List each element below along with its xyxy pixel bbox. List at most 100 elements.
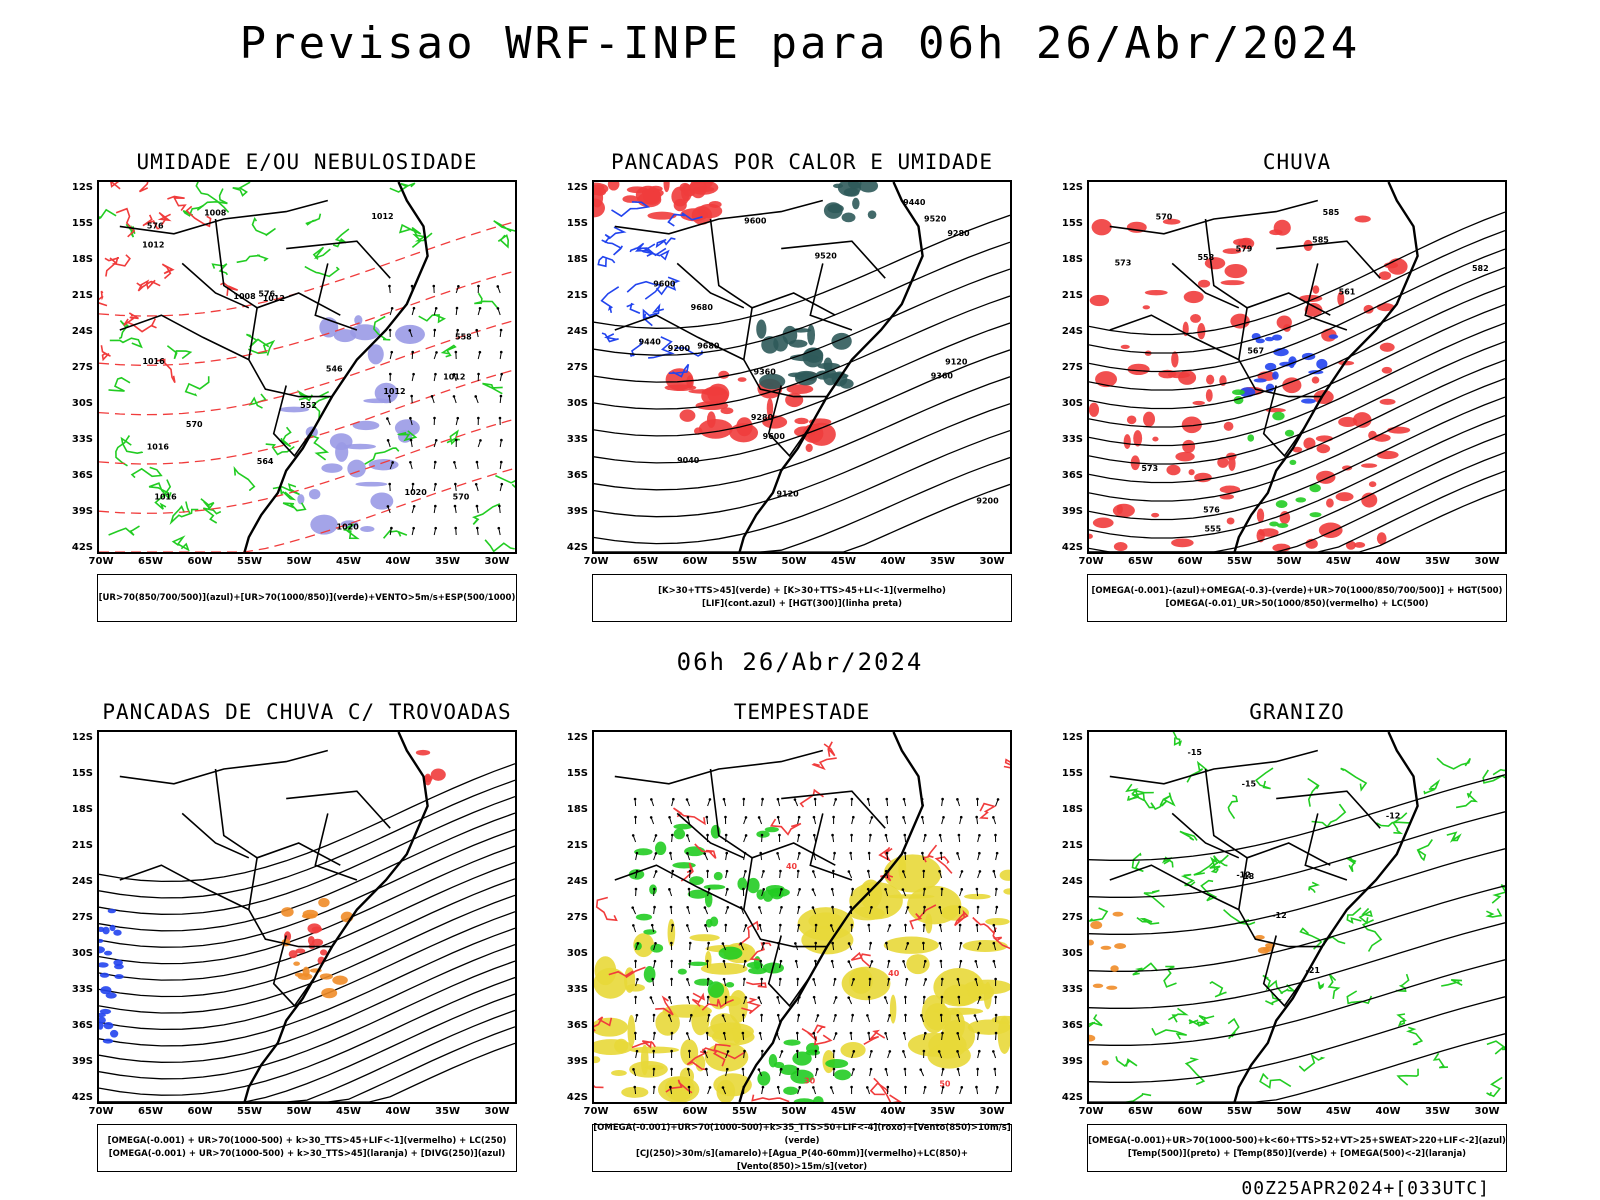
wind-vector-head	[794, 942, 797, 945]
precip-water-contour	[594, 1016, 613, 1032]
wind850-green-area	[689, 876, 704, 886]
wind-vector-head	[797, 815, 801, 819]
wind-vector-head	[887, 977, 891, 981]
hgt500-streamline	[1089, 285, 1505, 410]
hgt500-streamline	[1089, 396, 1505, 521]
jet-yellow-area	[840, 1041, 866, 1059]
country-border	[272, 385, 316, 458]
jet-yellow-area	[921, 994, 947, 1034]
wind-vector-head	[652, 1049, 656, 1053]
lat-tick-label: 21S	[566, 290, 588, 301]
wind-vector-head	[938, 869, 941, 873]
jet-yellow-area	[883, 936, 939, 954]
lon-tick-label: 50W	[1276, 556, 1302, 567]
contour-label: -15	[1242, 779, 1257, 788]
hgt500-streamline	[1089, 340, 1505, 465]
legend-tempestade: [OMEGA(-0.001)+UR>70(1000-500)+k>35_TTS>…	[592, 1123, 1012, 1172]
wind-vector-head	[922, 941, 925, 945]
wind-vector-head	[888, 1050, 892, 1053]
rh-lowlevel-contour	[120, 436, 144, 455]
hgt500-streamline	[1089, 451, 1505, 552]
rh-lowlevel-contour	[265, 443, 295, 456]
contour-label: 1012	[443, 373, 465, 382]
rh-midlevel-area	[354, 315, 363, 326]
wind850-green-area	[762, 889, 774, 902]
jet-yellow-area	[848, 967, 873, 994]
lon-tick-label: 40W	[880, 556, 906, 567]
temp850-contour	[1396, 1068, 1419, 1086]
lat-tick-label: 33S	[71, 984, 93, 995]
lon-tick-label: 60W	[682, 556, 708, 567]
wind-vector-head	[992, 941, 996, 945]
wind-vector-head	[706, 833, 709, 837]
contour-label: 9600	[744, 216, 767, 225]
rh-lowlevel-contour	[109, 337, 143, 349]
rain-area	[1113, 542, 1128, 552]
wind-vector-head	[690, 1013, 693, 1017]
wind-vector-head	[816, 1014, 820, 1017]
wind-vector-head	[919, 1068, 923, 1071]
wind-vector-head	[654, 941, 657, 945]
wind-vector-head	[741, 1067, 745, 1071]
lat-tick-label: 27S	[566, 362, 588, 373]
jet-yellow-area	[691, 1004, 710, 1036]
contour-label: 9200	[976, 496, 999, 505]
wind-vector-head	[902, 960, 905, 963]
temp850-contour	[1136, 916, 1160, 925]
wind-vector-head	[721, 1086, 725, 1089]
wind-vector-head	[957, 833, 961, 837]
lat-tick-label: 27S	[71, 362, 93, 373]
wind-vector-head	[812, 1031, 816, 1035]
wind-vector-head	[412, 372, 415, 376]
wind-vector-head	[797, 1013, 801, 1017]
wind850-green-area	[650, 943, 664, 953]
wind-vector-head	[992, 1050, 995, 1053]
wind850-green-area	[713, 871, 723, 881]
panel-pancadas-calor: PANCADAS POR CALOR E UMIDADE 12S 15S 18S 21…	[567, 150, 1012, 626]
streamline-250hpa	[99, 779, 515, 899]
wind-vector-head	[977, 1031, 980, 1035]
wind-vector-head	[960, 1086, 964, 1089]
temp850-contour	[1209, 859, 1224, 874]
wind-vector-head	[411, 350, 415, 354]
wind-vector-head	[829, 924, 833, 927]
jet-yellow-area	[1003, 888, 1010, 895]
rain-area	[1089, 533, 1093, 539]
lat-tick-label: 39S	[1061, 506, 1083, 517]
precip-water-contour	[701, 998, 734, 1011]
lat-tick-label: 33S	[566, 434, 588, 445]
wind-vector-head	[884, 1067, 888, 1071]
rain-area	[1233, 238, 1252, 246]
contour-label: 9440	[639, 338, 662, 347]
omega-green-area	[1295, 497, 1307, 503]
lat-tick-label: 24S	[71, 326, 93, 337]
wind-vector-head	[776, 815, 780, 819]
rain-area	[1151, 512, 1160, 518]
omega500-orange-area	[1092, 983, 1104, 988]
thickness-contour	[185, 205, 212, 228]
wind-vector-head	[906, 942, 910, 945]
wind-vector-head	[456, 328, 459, 332]
heat-shower-green-area	[759, 373, 786, 390]
rain-area	[1376, 532, 1387, 545]
rh-midlevel-area	[374, 382, 399, 404]
precip-water-contour	[799, 788, 824, 808]
lat-tick-label: 30S	[71, 948, 93, 959]
lif-contour	[611, 201, 651, 218]
wind-vector-head	[671, 923, 674, 927]
wind-vector-head	[866, 887, 870, 891]
heat-shower-red-area	[794, 426, 817, 438]
wind-vector-head	[779, 923, 782, 927]
heat-shower-red-area	[701, 386, 729, 406]
rain-area	[1167, 371, 1190, 379]
temp850-contour	[1196, 1014, 1215, 1027]
wind-vector-head	[500, 372, 503, 376]
rh-midlevel-area	[310, 514, 338, 535]
wind-vector-head	[724, 815, 727, 819]
lat-tick-label: 42S	[71, 1092, 93, 1103]
wind-vector-head	[923, 959, 927, 963]
jet-yellow-area	[645, 1064, 664, 1071]
wind-vector-head	[432, 284, 436, 288]
country-border	[1276, 790, 1381, 829]
precip-water-contour	[594, 1084, 604, 1089]
